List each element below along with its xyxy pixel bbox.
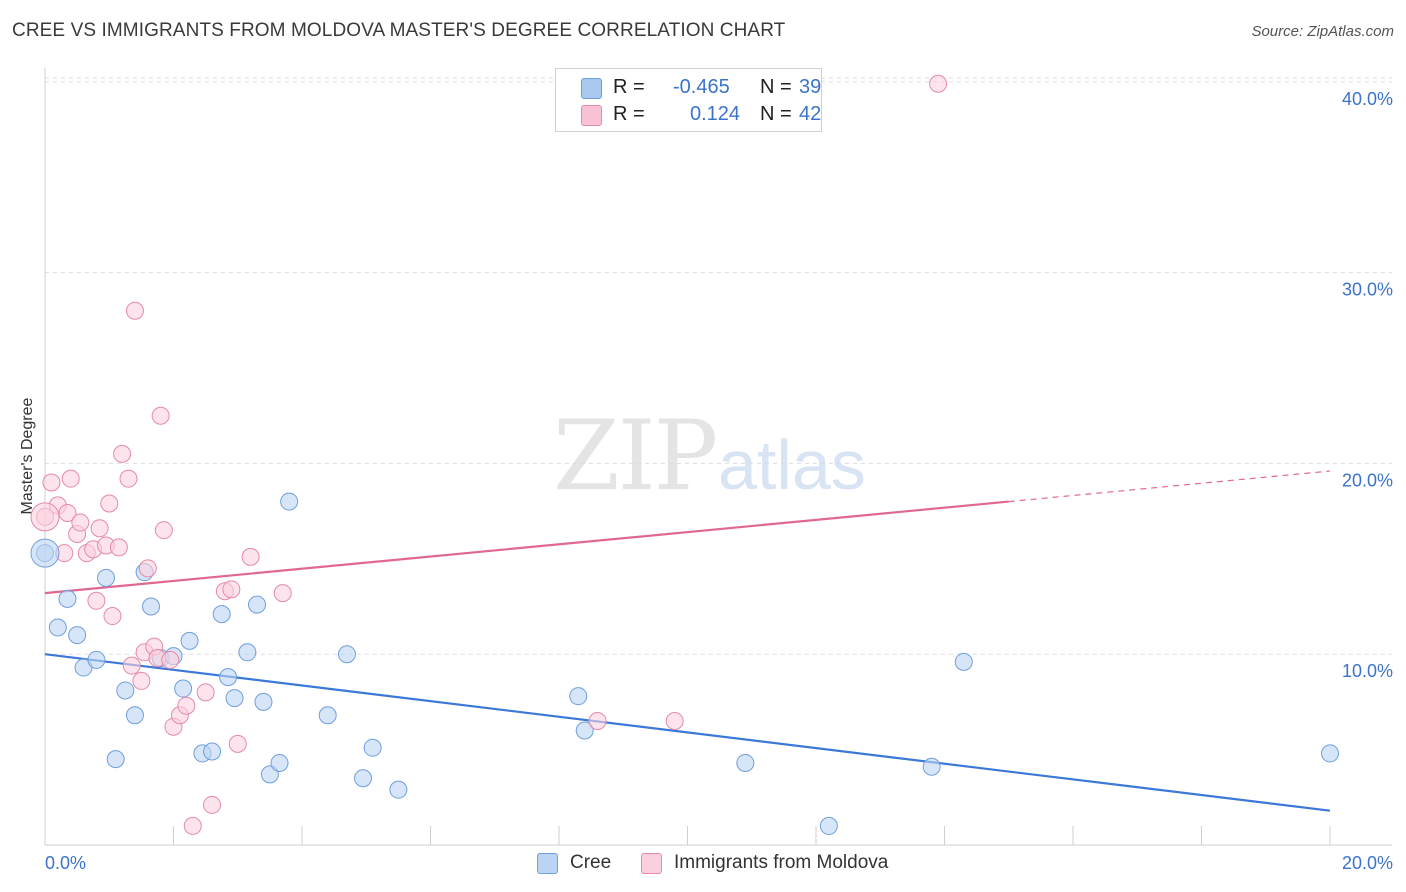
- series-legend: Cree Immigrants from Moldova: [0, 852, 1406, 876]
- n-label: N =: [760, 75, 792, 98]
- cree-point: [1321, 744, 1339, 763]
- cree-point: [219, 668, 238, 687]
- legend-label-moldova: Immigrants from Moldova: [674, 852, 889, 873]
- cree-point: [354, 769, 373, 788]
- cree-point: [922, 757, 941, 776]
- cree-point: [225, 689, 244, 708]
- moldova-legend-swatch: [641, 852, 662, 874]
- moldova-swatch: [581, 105, 602, 126]
- cree-point: [280, 492, 299, 511]
- x-tick-label: 0.0%: [45, 853, 86, 873]
- trend-lines: [44, 470, 1331, 812]
- r-label: R =: [613, 75, 645, 98]
- cree-point: [238, 643, 257, 662]
- cree-point: [142, 597, 161, 616]
- cree-point: [174, 679, 193, 698]
- moldova-point: [665, 711, 684, 730]
- grid-lines: [45, 77, 1392, 655]
- cree-point: [68, 626, 87, 645]
- y-tick-label: 10.0%: [1342, 661, 1393, 681]
- legend-item-cree[interactable]: Cree: [537, 852, 611, 874]
- cree-point: [106, 750, 125, 769]
- x-tick-label: 20.0%: [1342, 853, 1393, 873]
- moldova-point: [929, 74, 948, 93]
- cree-point: [116, 681, 135, 700]
- axes: [44, 68, 1392, 846]
- moldova-point: [203, 795, 222, 814]
- moldova-point: [100, 494, 119, 513]
- chart-title: CREE VS IMMIGRANTS FROM MOLDOVA MASTER'S…: [12, 20, 786, 41]
- cree-point: [212, 605, 231, 624]
- moldova-point: [273, 584, 292, 603]
- moldova-point: [228, 734, 247, 753]
- legend-label-cree: Cree: [570, 852, 612, 873]
- n-value: 42: [799, 102, 822, 125]
- moldova-point-large: [30, 502, 60, 532]
- source-label: Source: ZipAtlas.com: [1251, 23, 1394, 40]
- cree-point: [97, 568, 116, 587]
- cree-swatch: [581, 78, 602, 99]
- stats-legend: R = -0.465 N = 39 R = 0.124 N = 42: [555, 68, 822, 132]
- moldova-point: [119, 469, 138, 488]
- n-value: 39: [799, 75, 822, 98]
- cree-point: [318, 706, 337, 725]
- cree-point: [248, 595, 267, 614]
- cree-point: [389, 780, 408, 799]
- moldova-point: [125, 301, 144, 320]
- cree-point: [569, 687, 588, 706]
- cree-point: [363, 738, 382, 757]
- moldova-point: [588, 711, 607, 730]
- moldova-trend-line: [44, 500, 1009, 595]
- cree-point: [203, 742, 222, 761]
- moldova-point: [113, 444, 132, 463]
- moldova-point: [222, 580, 241, 599]
- cree-point: [337, 645, 356, 664]
- cree-point: [819, 816, 838, 835]
- moldova-point: [61, 469, 80, 488]
- moldova-point: [87, 591, 106, 610]
- cree-point: [180, 631, 199, 650]
- r-value: 0.124: [690, 102, 741, 125]
- n-label: N =: [760, 102, 792, 125]
- moldova-point: [103, 607, 122, 626]
- moldova-point: [71, 513, 90, 532]
- data-points: [30, 74, 1339, 835]
- watermark-zip: ZIP: [553, 400, 718, 512]
- moldova-point: [154, 521, 173, 540]
- cree-legend-swatch: [537, 852, 558, 874]
- moldova-point: [42, 473, 61, 492]
- y-tick-label: 20.0%: [1342, 470, 1393, 490]
- watermark-atlas: atlas: [718, 426, 866, 504]
- cree-point: [575, 721, 594, 740]
- moldova-trend-line-extension: [1008, 470, 1331, 503]
- cree-point-large: [30, 538, 60, 568]
- moldova-point: [241, 547, 260, 566]
- r-value: -0.465: [673, 75, 730, 98]
- moldova-point: [138, 559, 157, 578]
- y-tick-label: 40.0%: [1342, 89, 1393, 109]
- r-label: R =: [613, 102, 645, 125]
- tick-labels: 10.0% 20.0% 30.0% 40.0% 0.0% 20.0%: [45, 89, 1393, 873]
- moldova-point: [109, 538, 128, 557]
- y-tick-label: 30.0%: [1342, 280, 1393, 300]
- moldova-point: [122, 656, 141, 675]
- cree-point: [954, 652, 973, 671]
- moldova-point: [151, 406, 170, 425]
- moldova-point: [196, 683, 215, 702]
- cree-trend-line: [44, 653, 1331, 812]
- moldova-point: [183, 816, 202, 835]
- moldova-point: [132, 671, 151, 690]
- cree-point: [254, 692, 273, 711]
- moldova-point: [177, 696, 196, 715]
- cree-point: [736, 753, 755, 772]
- moldova-point: [161, 650, 180, 669]
- cree-point: [48, 618, 67, 637]
- cree-point: [87, 650, 106, 669]
- cree-point: [58, 589, 77, 608]
- cree-point: [125, 706, 144, 725]
- moldova-point: [90, 519, 109, 538]
- legend-item-moldova[interactable]: Immigrants from Moldova: [641, 852, 888, 874]
- cree-point: [270, 753, 289, 772]
